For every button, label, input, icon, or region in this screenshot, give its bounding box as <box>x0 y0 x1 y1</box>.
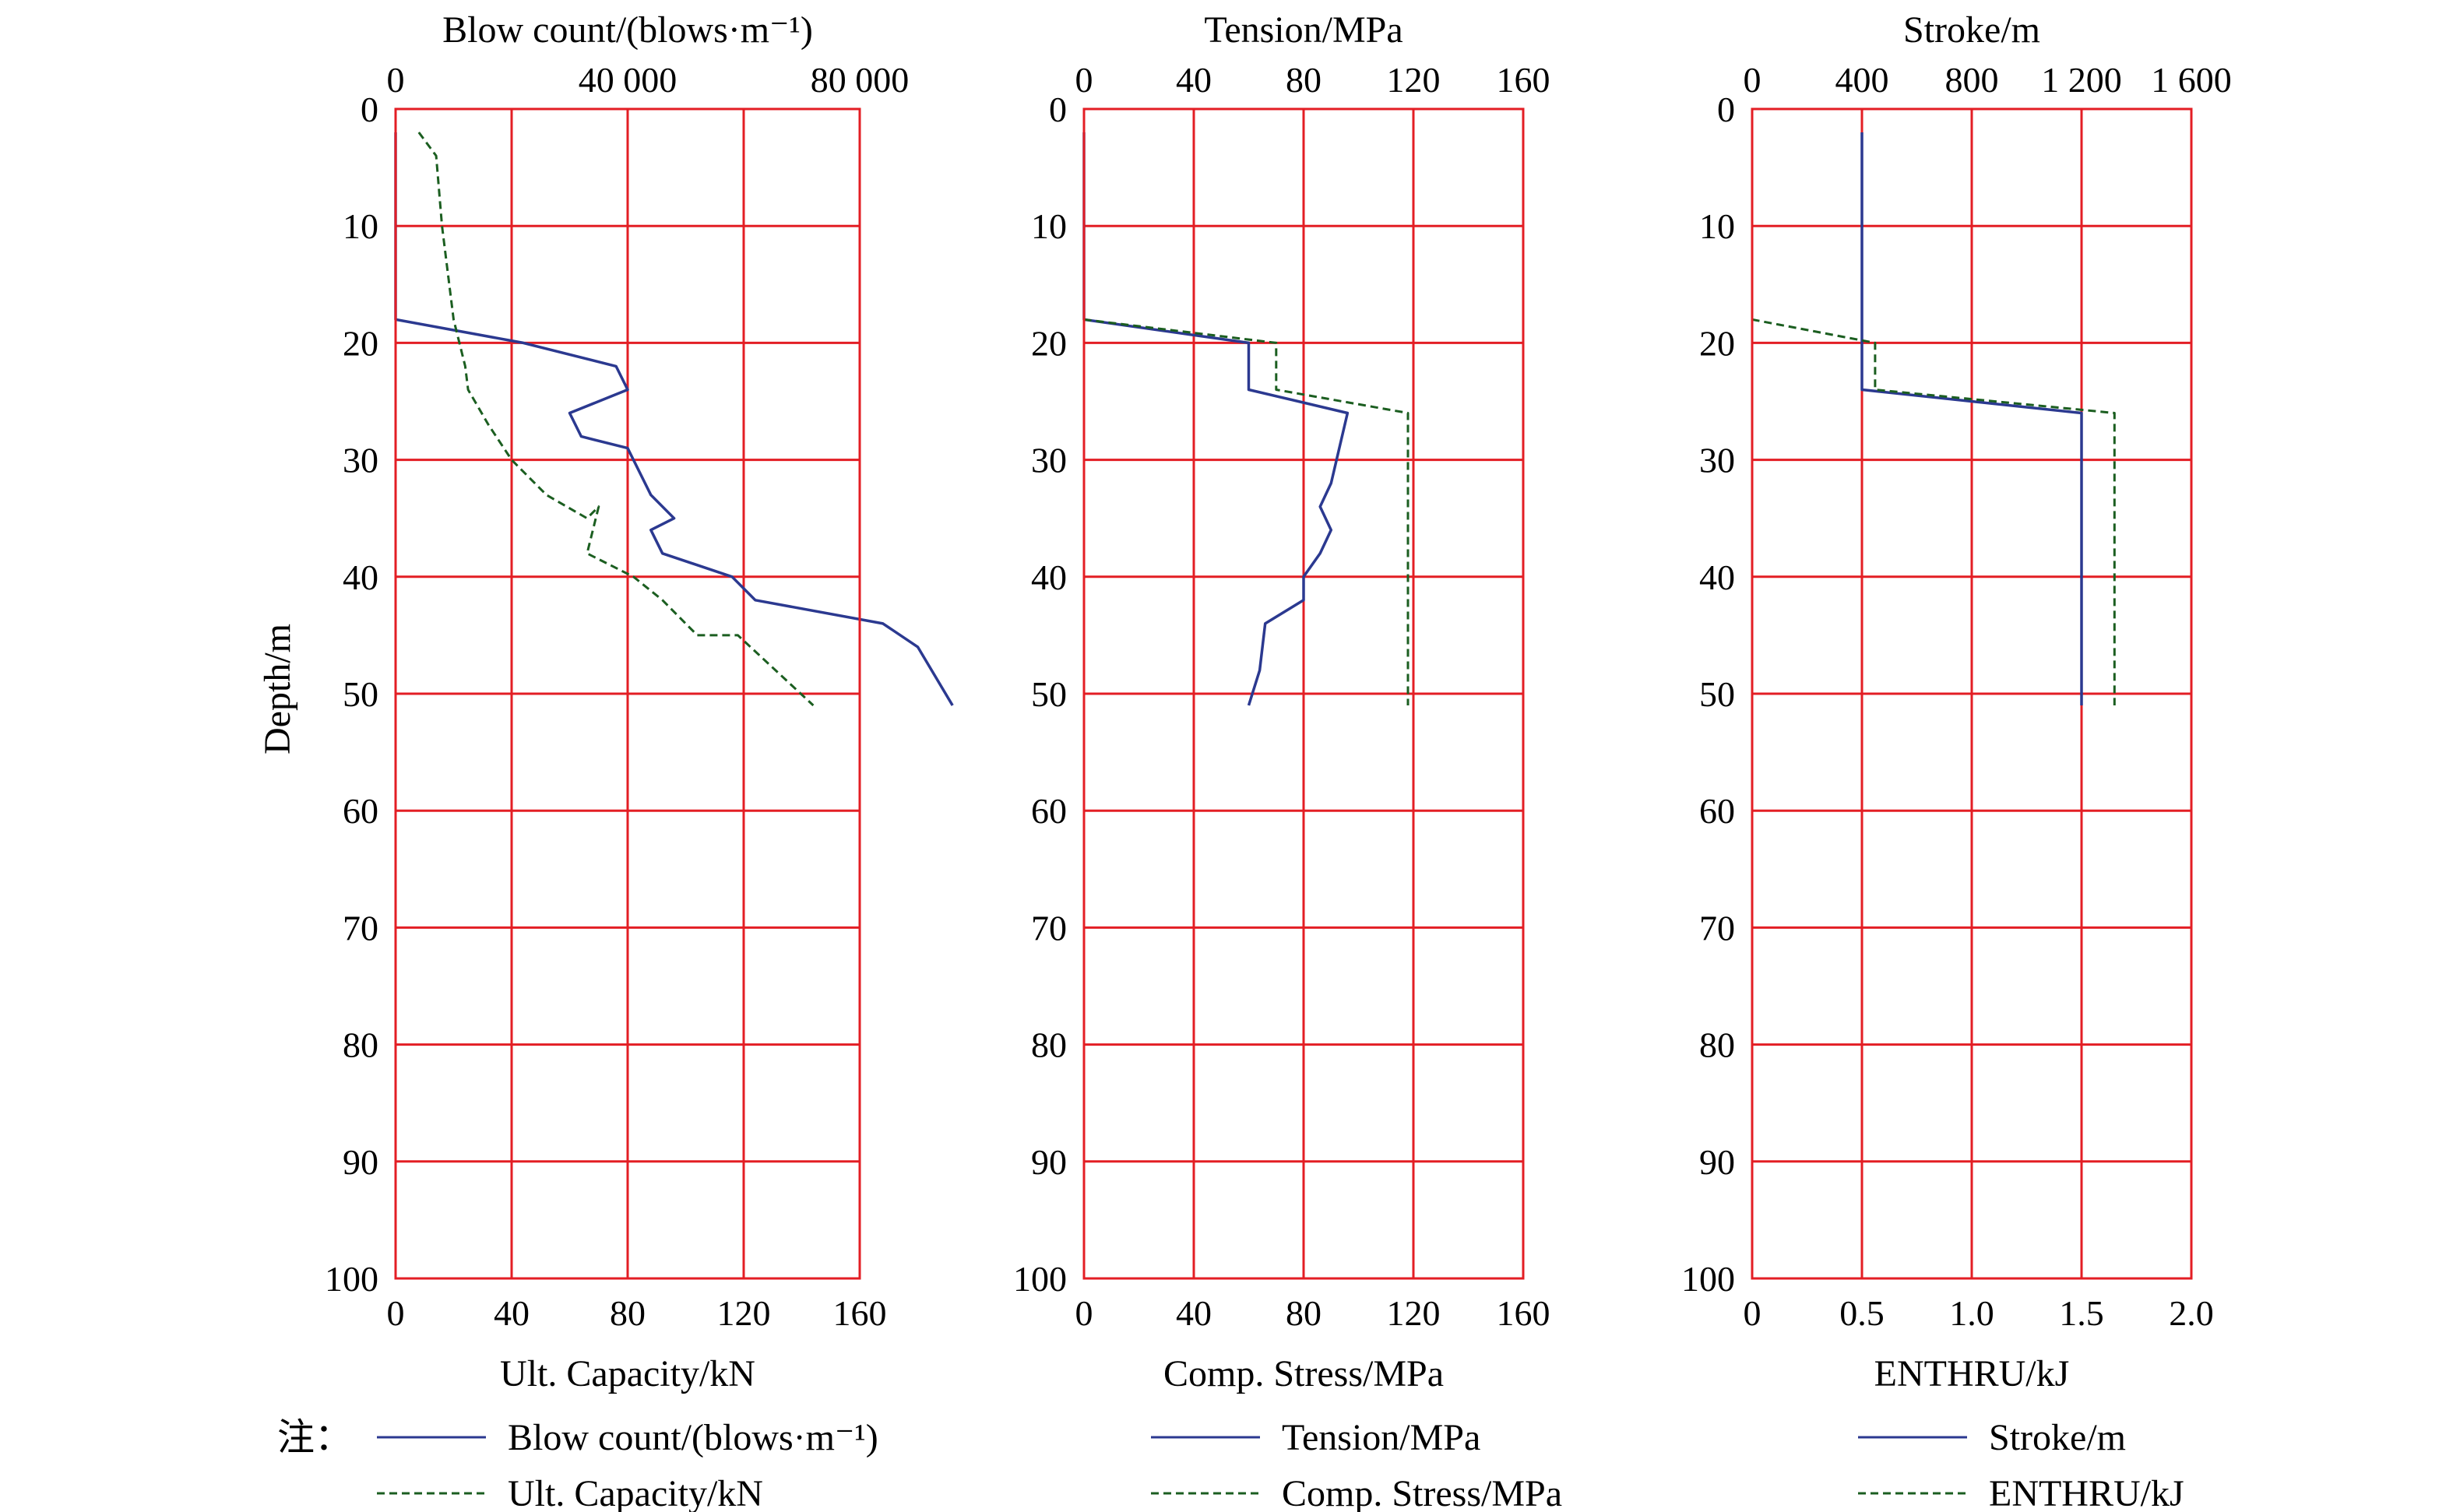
depth-tick-label: 30 <box>1031 441 1067 480</box>
bottom-axis-tick-label: 0.5 <box>1839 1293 1885 1333</box>
depth-axis-title: Depth/m <box>257 624 298 754</box>
top-axis-title: Tension/MPa <box>1204 9 1402 51</box>
legend-note-label: 注： <box>277 1417 352 1458</box>
depth-tick-label: 70 <box>343 908 378 948</box>
bottom-axis-tick-label: 0 <box>387 1293 405 1333</box>
top-axis-tick-label: 400 <box>1835 60 1889 100</box>
depth-tick-label: 50 <box>343 674 378 714</box>
depth-tick-label: 40 <box>1031 557 1067 597</box>
series-line-ult-capacity-kn <box>417 132 815 707</box>
bottom-axis-tick-label: 120 <box>1387 1293 1441 1333</box>
depth-tick-label: 80 <box>1031 1025 1067 1065</box>
depth-tick-label: 0 <box>1049 90 1067 129</box>
plot-frame <box>1751 107 2193 1280</box>
depth-tick-label: 50 <box>1699 674 1735 714</box>
top-axis-tick-label: 1 600 <box>2151 60 2232 100</box>
bottom-axis-tick-label: 120 <box>717 1293 771 1333</box>
depth-tick-label: 40 <box>1699 557 1735 597</box>
series-line-comp-stress-mpa <box>1082 132 1410 705</box>
plot-frame <box>394 107 861 1280</box>
top-axis-title: Stroke/m <box>1903 9 2040 51</box>
depth-tick-label: 70 <box>1699 908 1735 948</box>
bottom-axis-tick-label: 80 <box>1286 1293 1322 1333</box>
bottom-axis-title: Ult. Capacity/kN <box>500 1353 755 1394</box>
bottom-axis-tick-label: 0 <box>1744 1293 1761 1333</box>
series-line-blow-count-blows-m <box>394 132 954 706</box>
depth-tick-label: 90 <box>343 1142 378 1182</box>
legend-label: Stroke/m <box>1989 1417 2126 1458</box>
legend-label: Tension/MPa <box>1282 1417 1480 1458</box>
legend: 注： Blow count/(blows·m⁻¹) Ult. Capacity/kN… <box>277 1417 2184 1512</box>
top-axis-tick-label: 1 200 <box>2041 60 2122 100</box>
top-axis-tick-label: 40 <box>1176 60 1212 100</box>
depth-tick-label: 100 <box>1681 1259 1735 1299</box>
depth-tick-label: 30 <box>343 441 378 480</box>
top-axis-tick-label: 0 <box>1075 60 1093 100</box>
legend-label: Ult. Capacity/kN <box>508 1473 763 1512</box>
top-axis-tick-label: 0 <box>1744 60 1761 100</box>
depth-tick-label: 0 <box>361 90 378 129</box>
depth-tick-label: 60 <box>343 791 378 831</box>
depth-tick-label: 70 <box>1031 908 1067 948</box>
top-axis-tick-label: 160 <box>1497 60 1550 100</box>
depth-tick-label: 10 <box>343 206 378 246</box>
bottom-axis-tick-label: 40 <box>494 1293 530 1333</box>
bottom-axis-tick-label: 160 <box>833 1293 887 1333</box>
legend-label: Blow count/(blows·m⁻¹) <box>508 1417 878 1458</box>
depth-tick-label: 60 <box>1699 791 1735 831</box>
series-line-tension-mpa <box>1082 132 1350 706</box>
legend-label: ENTHRU/kJ <box>1989 1473 2184 1512</box>
bottom-axis-tick-label: 1.0 <box>1949 1293 1994 1333</box>
depth-tick-label: 80 <box>1699 1025 1735 1065</box>
bottom-axis-tick-label: 2.0 <box>2169 1293 2214 1333</box>
depth-tick-label: 100 <box>325 1259 378 1299</box>
bottom-axis-tick-label: 1.5 <box>2059 1293 2104 1333</box>
top-axis-tick-label: 80 <box>1286 60 1322 100</box>
bottom-axis-tick-label: 160 <box>1497 1293 1550 1333</box>
depth-tick-label: 20 <box>343 323 378 363</box>
depth-tick-label: 100 <box>1013 1259 1067 1299</box>
depth-tick-label: 20 <box>1699 323 1735 363</box>
plot-frame <box>1082 107 1525 1280</box>
depth-tick-label: 20 <box>1031 323 1067 363</box>
depth-tick-label: 10 <box>1699 206 1735 246</box>
bottom-axis-tick-label: 80 <box>610 1293 646 1333</box>
top-axis-title: Blow count/(blows·m⁻¹) <box>442 9 813 51</box>
top-axis-tick-label: 40 000 <box>579 60 677 100</box>
series-line-enthru-kj <box>1751 132 2116 705</box>
bottom-axis-tick-label: 0 <box>1075 1293 1093 1333</box>
series-line-stroke-m <box>1860 132 2083 705</box>
depth-tick-label: 50 <box>1031 674 1067 714</box>
depth-tick-label: 90 <box>1031 1142 1067 1182</box>
depth-tick-label: 30 <box>1699 441 1735 480</box>
top-axis-tick-label: 800 <box>1945 60 1999 100</box>
top-axis-tick-label: 80 000 <box>811 60 910 100</box>
bottom-axis-tick-label: 40 <box>1176 1293 1212 1333</box>
depth-tick-label: 40 <box>343 557 378 597</box>
depth-tick-label: 90 <box>1699 1142 1735 1182</box>
top-axis-tick-label: 120 <box>1387 60 1441 100</box>
depth-tick-label: 80 <box>343 1025 378 1065</box>
depth-tick-label: 0 <box>1717 90 1735 129</box>
legend-label: Comp. Stress/MPa <box>1282 1473 1562 1512</box>
bottom-axis-title: Comp. Stress/MPa <box>1163 1353 1444 1394</box>
depth-tick-label: 60 <box>1031 791 1067 831</box>
depth-tick-label: 10 <box>1031 206 1067 246</box>
bottom-axis-title: ENTHRU/kJ <box>1874 1353 2070 1394</box>
top-axis-tick-label: 0 <box>387 60 405 100</box>
